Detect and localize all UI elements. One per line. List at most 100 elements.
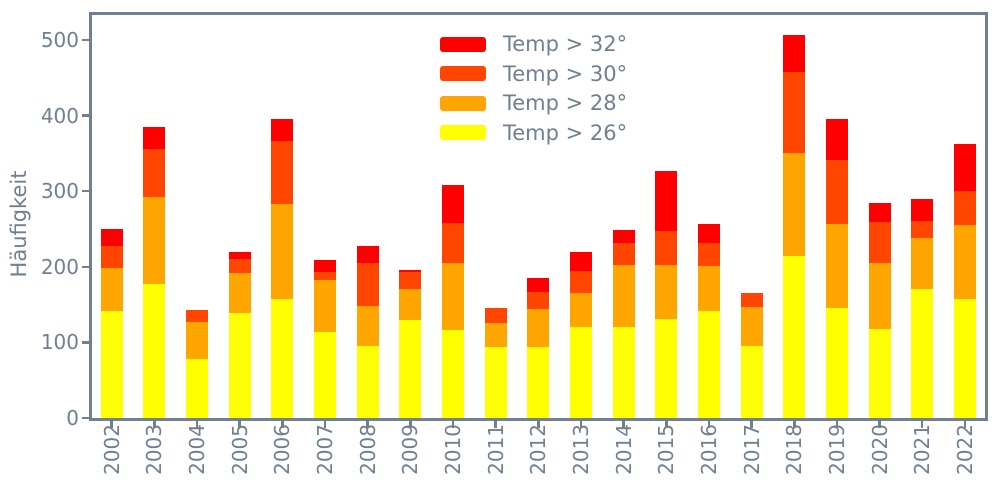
bar-segment-2019-26	[825, 308, 848, 418]
x-tick-label-2016: 2016	[696, 424, 721, 475]
bar-segment-2022-26	[953, 298, 976, 418]
bar-segment-2006-30	[271, 140, 294, 205]
y-tick-mark-100	[82, 341, 89, 344]
bar-2002	[100, 229, 123, 418]
x-tick-mark-2009	[409, 421, 412, 428]
bar-segment-2016-30	[697, 242, 720, 267]
x-tick-mark-2006	[281, 421, 284, 428]
x-tick-label-2017: 2017	[739, 424, 764, 475]
bar-segment-2014-30	[612, 242, 635, 266]
legend-item-30: Temp > 30°	[440, 61, 627, 87]
x-tick-mark-2013	[579, 421, 583, 428]
x-tick-mark-2022	[963, 421, 967, 428]
x-tick-label-2007: 2007	[313, 424, 337, 475]
legend-label-32: Temp > 32°	[503, 32, 628, 56]
x-tick-label-2019: 2019	[824, 424, 849, 475]
legend: Temp > 32° Temp > 30° Temp > 28° Temp > 26°	[440, 31, 627, 149]
x-tick-mark-2018	[793, 421, 796, 428]
y-tick-label-200: 200	[40, 254, 79, 279]
bar-segment-2016-28	[697, 266, 720, 312]
bar-segment-2014-26	[612, 327, 635, 418]
x-tick-label-2022: 2022	[952, 424, 977, 475]
bar-segment-2007-26	[314, 331, 336, 418]
x-tick-label-2003: 2003	[142, 424, 167, 475]
bar-segment-2020-32	[868, 202, 891, 223]
bar-segment-2013-28	[569, 292, 592, 328]
x-tick-label-2004: 2004	[185, 424, 210, 475]
bar-segment-2018-30	[783, 72, 806, 154]
bar-segment-2017-26	[740, 346, 763, 418]
bar-segment-2007-28	[314, 280, 336, 332]
bar-2008	[356, 245, 379, 418]
legend-label-26: Temp > 26°	[503, 120, 628, 145]
y-tick-mark-500	[82, 38, 89, 42]
y-tick-label-0: 0	[66, 406, 79, 430]
bar-segment-2004-30	[186, 309, 209, 322]
bar-2017	[740, 293, 763, 418]
x-tick-mark-2002	[110, 421, 113, 428]
bar-2004	[186, 309, 209, 418]
bar-segment-2006-28	[271, 204, 294, 299]
bar-2015	[655, 170, 678, 418]
legend-item-28: Temp > 28°	[440, 90, 627, 116]
bar-2022	[953, 143, 976, 418]
x-tick-mark-2019	[835, 421, 839, 428]
bar-2013	[569, 251, 592, 418]
bar-segment-2009-28	[399, 289, 422, 321]
bar-segment-2019-30	[825, 160, 848, 224]
bar-segment-2011-26	[484, 346, 507, 418]
y-tick-mark-0	[82, 416, 89, 420]
bar-segment-2003-30	[143, 148, 166, 198]
x-tick-mark-2005	[238, 421, 241, 428]
x-tick-label-2010: 2010	[440, 424, 465, 475]
x-tick-label-2021: 2021	[910, 424, 935, 475]
bar-segment-2007-30	[314, 272, 336, 281]
bar-segment-2020-30	[868, 222, 891, 263]
bar-segment-2017-28	[740, 306, 763, 347]
bar-segment-2008-26	[356, 346, 379, 418]
bar-segment-2008-30	[356, 263, 379, 307]
bar-segment-2014-32	[612, 229, 635, 243]
x-tick-label-2009: 2009	[398, 424, 423, 475]
y-tick-mark-200	[82, 265, 89, 269]
bar-segment-2015-26	[655, 318, 678, 418]
bar-segment-2012-30	[527, 291, 550, 310]
bar-segment-2021-32	[911, 198, 934, 222]
x-tick-label-2006: 2006	[270, 424, 295, 475]
bar-segment-2013-30	[569, 271, 592, 293]
bar-2016	[697, 224, 720, 418]
y-tick-label-400: 400	[40, 103, 79, 128]
x-tick-mark-2003	[153, 421, 156, 428]
x-tick-label-2015: 2015	[654, 424, 679, 475]
bar-segment-2003-26	[143, 284, 166, 418]
x-tick-mark-2021	[920, 421, 924, 428]
bar-segment-2004-26	[186, 359, 209, 418]
x-tick-mark-2010	[451, 421, 455, 428]
bar-segment-2015-32	[655, 170, 678, 232]
x-tick-mark-2011	[494, 421, 497, 428]
x-tick-mark-2016	[707, 421, 711, 428]
x-tick-label-2014: 2014	[611, 424, 636, 475]
bar-2005	[228, 251, 251, 418]
bar-segment-2010-30	[441, 222, 464, 263]
bar-segment-2020-26	[868, 328, 891, 418]
plot-area: 0 100 200 300 400 500 2002 2003 2004 2005 2006 200…	[41, 12, 988, 475]
bar-segment-2005-32	[228, 251, 251, 260]
bar-segment-2009-32	[399, 269, 422, 273]
x-tick-mark-2014	[622, 421, 625, 428]
bar-segment-2014-28	[612, 265, 635, 328]
bar-segment-2021-28	[911, 238, 934, 289]
bar-segment-2019-28	[825, 223, 848, 309]
bar-segment-2011-30	[484, 308, 507, 323]
x-tick-label-2002: 2002	[99, 424, 124, 475]
x-tick-mark-2004	[195, 421, 199, 428]
x-tick-mark-2017	[750, 421, 753, 428]
bar-2010	[441, 185, 464, 418]
x-tick-mark-2012	[537, 421, 540, 428]
legend-item-32: Temp > 32°	[440, 31, 627, 57]
legend-swatch-32	[440, 36, 486, 52]
bar-segment-2008-32	[356, 245, 379, 263]
bar-2018	[783, 34, 806, 418]
bar-segment-2002-32	[100, 229, 123, 246]
x-tick-mark-2020	[878, 421, 881, 428]
